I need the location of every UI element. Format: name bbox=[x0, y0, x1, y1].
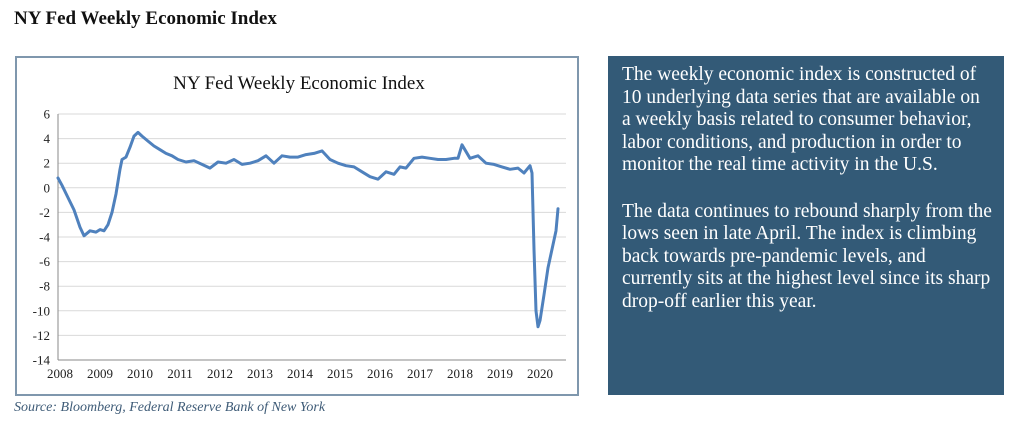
y-tick-label: -10 bbox=[33, 303, 50, 318]
y-tick-label: 6 bbox=[44, 107, 51, 122]
x-tick-label: 2017 bbox=[407, 366, 434, 381]
y-tick-label: -6 bbox=[39, 254, 50, 269]
x-tick-label: 2010 bbox=[127, 366, 153, 381]
y-tick-label: -2 bbox=[39, 205, 50, 220]
x-tick-label: 2019 bbox=[487, 366, 513, 381]
x-tick-label: 2008 bbox=[47, 366, 73, 381]
page-heading: NY Fed Weekly Economic Index bbox=[14, 8, 277, 29]
y-tick-label: -12 bbox=[33, 328, 50, 343]
x-tick-label: 2011 bbox=[167, 366, 193, 381]
line-chart: NY Fed Weekly Economic Index 6 4 2 0 -2 -4 -6 -… bbox=[33, 73, 566, 381]
x-tick-label: 2020 bbox=[527, 366, 553, 381]
info-box: The weekly economic index is constructed… bbox=[608, 56, 1004, 395]
info-paragraph-2: The data continues to rebound sharply fr… bbox=[622, 200, 992, 312]
x-tick-label: 2014 bbox=[287, 366, 314, 381]
x-tick-label: 2018 bbox=[447, 366, 473, 381]
x-tick-label: 2016 bbox=[367, 366, 394, 381]
y-tick-label: 4 bbox=[44, 131, 51, 146]
x-tick-label: 2013 bbox=[247, 366, 273, 381]
y-tick-label: 0 bbox=[44, 180, 51, 195]
y-tick-label: -4 bbox=[39, 230, 50, 245]
x-tick-label: 2009 bbox=[87, 366, 113, 381]
chart-frame: NY Fed Weekly Economic Index 6 4 2 0 -2 -4 -6 -… bbox=[15, 56, 579, 396]
y-tick-label: -8 bbox=[39, 279, 50, 294]
chart-title: NY Fed Weekly Economic Index bbox=[173, 73, 425, 94]
info-paragraph-1: The weekly economic index is constructed… bbox=[622, 64, 980, 175]
y-tick-label: 2 bbox=[44, 156, 51, 171]
series-line bbox=[56, 130, 560, 329]
source-note: Source: Bloomberg, Federal Reserve Bank … bbox=[14, 400, 326, 415]
x-tick-label: 2012 bbox=[207, 366, 233, 381]
x-tick-label: 2015 bbox=[327, 366, 353, 381]
y-tick-label: -14 bbox=[33, 353, 51, 368]
